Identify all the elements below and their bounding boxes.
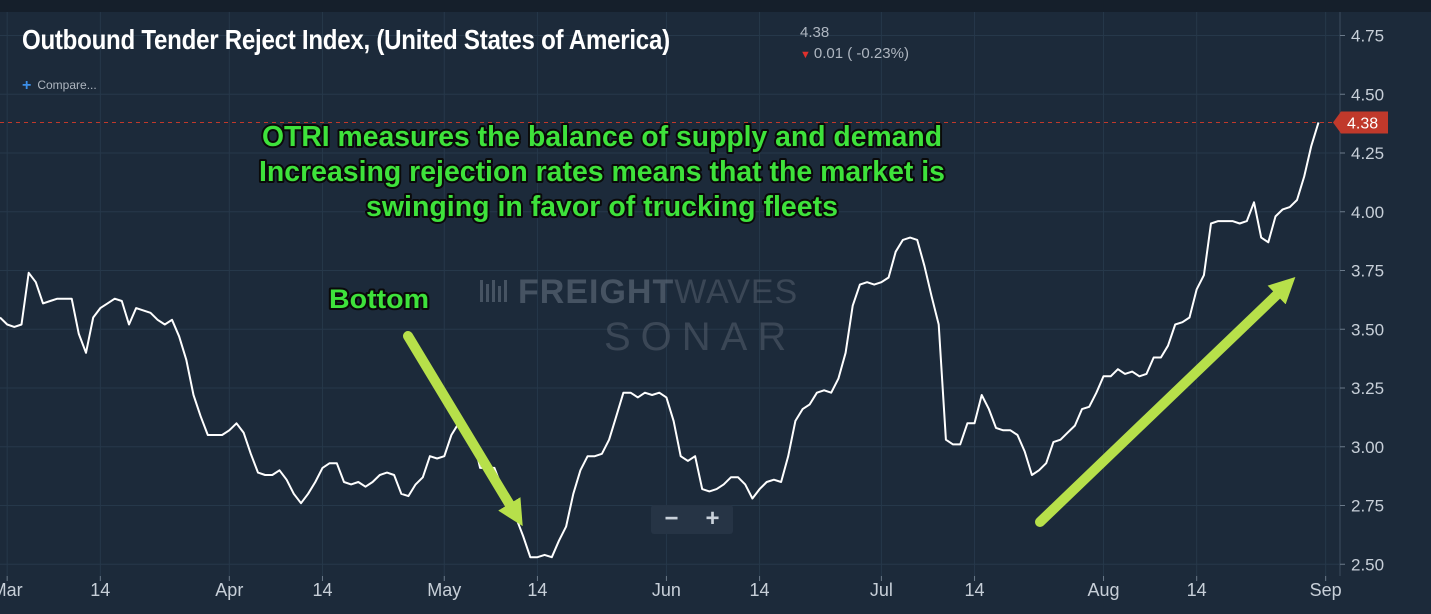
annotation-line-3: swinging in favor of trucking fleets xyxy=(366,191,838,223)
x-tick-label: Aug xyxy=(1088,580,1120,600)
zoom-controls: − + xyxy=(651,505,733,534)
y-tick-label: 3.00 xyxy=(1351,438,1384,457)
y-tick-label: 4.25 xyxy=(1351,144,1384,163)
y-tick-label: 2.75 xyxy=(1351,497,1384,516)
annotation-line-1: OTRI measures the balance of supply and … xyxy=(262,121,942,153)
compare-button[interactable]: + Compare... xyxy=(22,77,97,95)
zoom-out-button[interactable]: − xyxy=(664,505,679,532)
zoom-in-button[interactable]: + xyxy=(705,505,720,532)
x-tick-label: 14 xyxy=(1187,580,1207,600)
y-tick-label: 4.75 xyxy=(1351,27,1384,46)
y-tick-label: 3.25 xyxy=(1351,379,1384,398)
y-tick-label: 2.50 xyxy=(1351,555,1384,574)
x-tick-label: 14 xyxy=(750,580,770,600)
x-tick-label: Mar xyxy=(0,580,23,600)
x-tick-label: Jul xyxy=(870,580,893,600)
last-value-readout: 4.38 xyxy=(800,24,830,41)
watermark-bars-icon xyxy=(480,280,507,302)
y-tick-label: 4.00 xyxy=(1351,203,1384,222)
y-tick-label: 3.50 xyxy=(1351,320,1384,339)
top-bar xyxy=(0,0,1431,12)
last-value-tag-shape xyxy=(1333,111,1388,134)
compare-label: Compare... xyxy=(37,78,97,92)
bottom-arrow xyxy=(403,331,523,527)
annotation-main: OTRI measures the balance of supply and … xyxy=(257,119,947,225)
last-value-tag-label: 4.38 xyxy=(1347,115,1378,132)
plus-icon: + xyxy=(22,77,32,94)
watermark-freight: FREIGHT xyxy=(518,273,674,311)
change-readout: ▼ 0.01 ( -0.23%) xyxy=(800,45,909,62)
annotation-bottom: Bottom xyxy=(329,284,429,314)
series-line-otri xyxy=(0,122,1320,559)
x-tick-label: 14 xyxy=(312,580,332,600)
x-tick-label: Sep xyxy=(1310,580,1342,600)
watermark-logo: FREIGHTWAVES SONAR xyxy=(480,273,798,359)
svg-text:FREIGHTWAVES: FREIGHTWAVES xyxy=(518,273,798,311)
x-tick-label: 14 xyxy=(90,580,110,600)
grid-lines xyxy=(0,12,1340,576)
x-tick-label: Apr xyxy=(215,580,243,600)
y-tick-label: 4.50 xyxy=(1351,85,1384,104)
page-title: Outbound Tender Reject Index, (United St… xyxy=(22,24,670,55)
watermark-waves: WAVES xyxy=(674,273,798,311)
down-arrow-icon: ▼ xyxy=(800,49,811,61)
change-text: 0.01 ( -0.23%) xyxy=(813,45,909,62)
y-tick-label: 3.75 xyxy=(1351,262,1384,281)
x-tick-label: 14 xyxy=(527,580,547,600)
last-value-tag: 4.38 xyxy=(1333,111,1388,134)
x-tick-label: 14 xyxy=(965,580,985,600)
uptrend-arrow xyxy=(1035,277,1296,527)
x-tick-label: Jun xyxy=(652,580,681,600)
x-tick-label: May xyxy=(427,580,461,600)
annotation-line-2: Increasing rejection rates means that th… xyxy=(259,156,945,188)
watermark-sonar: SONAR xyxy=(604,315,796,359)
axis-ticks: 2.50 2.75 3.00 3.25 3.50 3.75 4.00 4.25 4.50 4.75… xyxy=(0,27,1384,601)
